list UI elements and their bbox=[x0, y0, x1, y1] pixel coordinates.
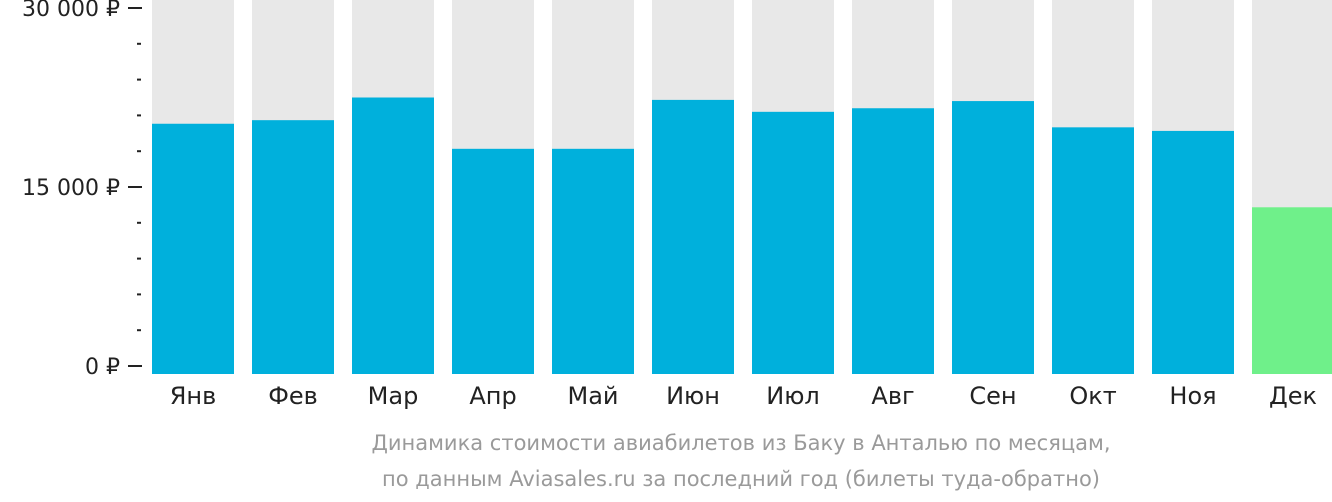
chart-caption-line-1: Динамика стоимости авиабилетов из Баку в… bbox=[371, 431, 1111, 455]
y-tick-label: 30 000 ₽ bbox=[22, 0, 120, 22]
x-tick-label: Фев bbox=[268, 382, 318, 410]
bar-5 bbox=[552, 148, 634, 374]
x-tick-label: Июн bbox=[666, 382, 720, 410]
bar-7 bbox=[752, 111, 834, 374]
bar-12 bbox=[1252, 207, 1332, 374]
x-tick-label: Июл bbox=[766, 382, 820, 410]
bar-10 bbox=[1052, 127, 1134, 374]
x-axis-labels: Янв Фев Мар Апр Май Июн Июл Авг Сен Окт Ноя Дек bbox=[170, 382, 1317, 410]
bar-6 bbox=[652, 99, 734, 375]
x-tick-label: Апр bbox=[469, 382, 516, 410]
x-tick-label: Дек bbox=[1269, 382, 1317, 410]
y-tick-label: 15 000 ₽ bbox=[22, 176, 120, 201]
x-tick-label: Мар bbox=[368, 382, 419, 410]
bar-2 bbox=[252, 120, 334, 374]
y-tick-label: 0 ₽ bbox=[85, 355, 120, 380]
y-axis: 0 ₽ 15 000 ₽ 30 000 ₽ bbox=[22, 0, 142, 380]
bar-4 bbox=[452, 148, 534, 374]
x-tick-label: Май bbox=[567, 382, 618, 410]
x-tick-label: Ноя bbox=[1169, 382, 1216, 410]
bar-3 bbox=[352, 97, 434, 374]
x-tick-label: Авг bbox=[871, 382, 914, 410]
bar-1 bbox=[152, 123, 234, 375]
bars bbox=[152, 97, 1332, 375]
bar-11 bbox=[1152, 130, 1234, 374]
bar-chart-svg: 0 ₽ 15 000 ₽ 30 000 ₽ Янв Фев Мар Апр Май Июн Ию… bbox=[22, 0, 1332, 410]
bar-9 bbox=[952, 101, 1034, 374]
chart-caption-line-2: по данным Aviasales.ru за последний год … bbox=[382, 467, 1100, 491]
x-tick-label: Окт bbox=[1069, 382, 1116, 410]
x-tick-label: Янв bbox=[170, 382, 217, 410]
bar-8 bbox=[852, 108, 934, 375]
x-tick-label: Сен bbox=[969, 382, 1016, 410]
